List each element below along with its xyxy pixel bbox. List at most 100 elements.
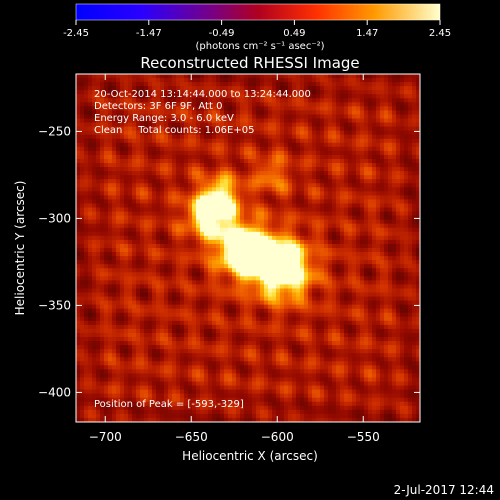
heatmap-cell — [332, 256, 337, 261]
heatmap-cell — [320, 268, 325, 273]
heatmap-cell — [92, 142, 97, 148]
heatmap-cell — [288, 243, 293, 249]
heatmap-cell — [216, 304, 221, 310]
heatmap-cell — [352, 276, 357, 281]
heatmap-cell — [316, 126, 321, 132]
heatmap-cell — [400, 154, 405, 160]
heatmap-cell — [320, 296, 325, 302]
heatmap-cell — [216, 78, 221, 83]
heatmap-cell — [180, 215, 185, 221]
heatmap-cell — [384, 252, 389, 257]
heatmap-cell — [300, 118, 305, 124]
heatmap-cell — [192, 187, 197, 192]
heatmap-cell — [136, 90, 141, 95]
heatmap-cell — [392, 171, 397, 176]
heatmap-cell — [140, 219, 145, 225]
heatmap-cell — [416, 187, 420, 192]
heatmap-cell — [188, 86, 193, 91]
heatmap-cell — [200, 146, 205, 152]
heatmap-cell — [124, 252, 129, 257]
heatmap-cell — [180, 138, 185, 144]
heatmap-cell — [192, 122, 197, 128]
heatmap-cell — [196, 187, 201, 192]
heatmap-cell — [180, 235, 185, 241]
heatmap-cell — [380, 231, 385, 237]
heatmap-cell — [260, 296, 265, 302]
heatmap-cell — [264, 276, 269, 281]
heatmap-cell — [316, 288, 321, 294]
heatmap-cell — [384, 296, 389, 302]
heatmap-cell — [136, 191, 141, 196]
heatmap-cell — [200, 183, 205, 188]
heatmap-cell — [388, 191, 393, 196]
heatmap-cell — [276, 183, 281, 188]
heatmap-cell — [284, 215, 289, 221]
heatmap-cell — [276, 223, 281, 229]
heatmap-cell — [284, 98, 289, 103]
heatmap-cell — [404, 154, 409, 160]
heatmap-cell — [256, 227, 261, 233]
heatmap-cell — [332, 130, 337, 136]
heatmap-cell — [232, 203, 237, 209]
heatmap-cell — [368, 158, 373, 164]
heatmap-cell — [388, 296, 393, 302]
heatmap-cell — [104, 118, 109, 124]
heatmap-cell — [76, 175, 81, 180]
heatmap-cell — [92, 78, 97, 83]
heatmap-cell — [408, 276, 413, 281]
heatmap-cell — [80, 154, 85, 160]
heatmap-cell — [256, 284, 261, 290]
heatmap-cell — [308, 268, 313, 273]
heatmap-cell — [344, 207, 349, 213]
heatmap-cell — [228, 163, 233, 168]
heatmap-cell — [188, 304, 193, 310]
heatmap-cell — [132, 203, 137, 209]
heatmap-cell — [308, 191, 313, 196]
heatmap-cell — [328, 191, 333, 196]
heatmap-cell — [188, 122, 193, 128]
heatmap-cell — [368, 239, 373, 245]
heatmap-cell — [400, 179, 405, 184]
heatmap-cell — [224, 243, 229, 249]
heatmap-cell — [328, 154, 333, 160]
heatmap-cell — [76, 163, 81, 168]
heatmap-cell — [324, 304, 329, 310]
heatmap-cell — [136, 272, 141, 277]
heatmap-cell — [260, 264, 265, 269]
heatmap-cell — [360, 158, 365, 164]
heatmap-cell — [348, 167, 353, 172]
heatmap-cell — [288, 142, 293, 148]
heatmap-cell — [168, 268, 173, 273]
heatmap-cell — [76, 235, 81, 241]
heatmap-cell — [156, 142, 161, 148]
heatmap-cell — [240, 183, 245, 188]
heatmap-cell — [96, 231, 101, 237]
heatmap-cell — [272, 280, 277, 286]
heatmap-cell — [388, 183, 393, 188]
heatmap-cell — [240, 146, 245, 152]
heatmap-cell — [248, 248, 253, 253]
heatmap-cell — [376, 171, 381, 176]
heatmap-cell — [172, 74, 177, 79]
heatmap-cell — [240, 175, 245, 180]
heatmap-cell — [352, 248, 357, 253]
heatmap-cell — [296, 90, 301, 95]
heatmap-cell — [188, 256, 193, 261]
heatmap-cell — [172, 211, 177, 217]
heatmap-cell — [268, 203, 273, 209]
heatmap-cell — [156, 150, 161, 156]
heatmap-cell — [328, 203, 333, 209]
heatmap-cell — [244, 252, 249, 257]
heatmap-cell — [116, 280, 121, 286]
heatmap-cell — [332, 239, 337, 245]
heatmap-cell — [360, 138, 365, 144]
heatmap-cell — [268, 146, 273, 152]
heatmap-cell — [212, 114, 217, 120]
heatmap-cell — [348, 130, 353, 136]
heatmap-cell — [248, 288, 253, 294]
heatmap-cell — [348, 272, 353, 277]
heatmap-cell — [232, 175, 237, 180]
heatmap-cell — [260, 211, 265, 217]
heatmap-cell — [236, 264, 241, 269]
heatmap-cell — [348, 158, 353, 164]
